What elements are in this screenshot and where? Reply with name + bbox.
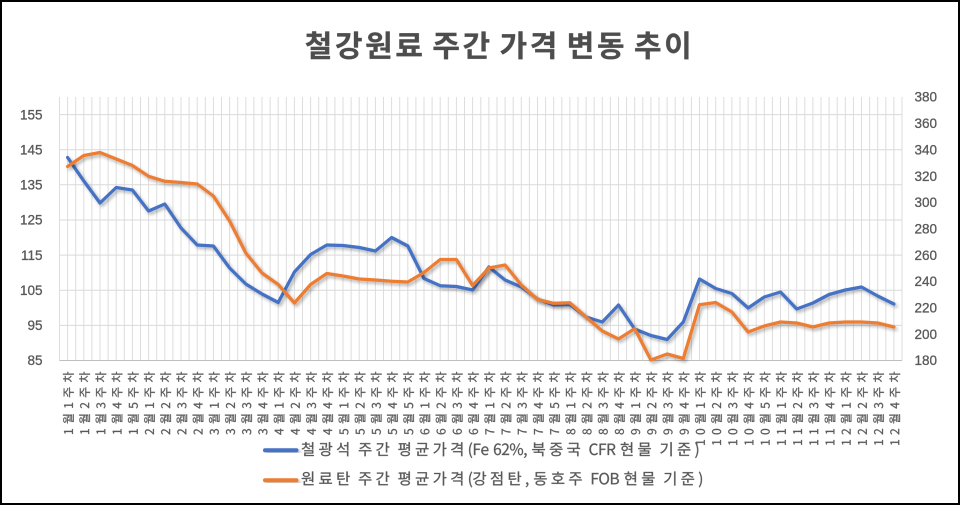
svg-text:260: 260 (915, 248, 938, 263)
svg-text:380: 380 (915, 90, 938, 105)
svg-text:340: 340 (915, 142, 938, 157)
svg-text:85: 85 (27, 353, 42, 368)
svg-text:300: 300 (915, 195, 938, 210)
svg-text:135: 135 (20, 178, 43, 193)
svg-text:320: 320 (915, 169, 938, 184)
svg-text:180: 180 (915, 353, 938, 368)
svg-text:145: 145 (20, 142, 43, 157)
svg-text:240: 240 (915, 274, 938, 289)
svg-text:125: 125 (20, 213, 43, 228)
svg-text:115: 115 (21, 248, 43, 263)
svg-text:200: 200 (915, 327, 938, 342)
svg-text:220: 220 (915, 301, 938, 316)
svg-text:155: 155 (20, 107, 43, 122)
svg-text:360: 360 (915, 116, 938, 131)
svg-text:95: 95 (27, 318, 42, 333)
svg-text:280: 280 (915, 221, 938, 236)
svg-text:105: 105 (20, 283, 43, 298)
